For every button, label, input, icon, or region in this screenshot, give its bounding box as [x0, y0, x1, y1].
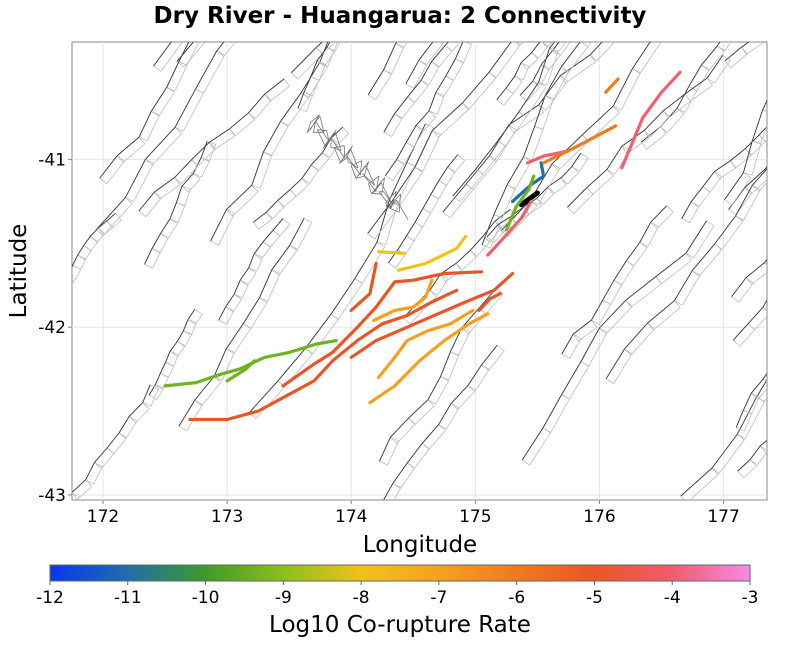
- fault-trace: [376, 308, 475, 380]
- fault-trace: [604, 77, 620, 94]
- y-axis-label: Latitude: [6, 224, 32, 319]
- x-tick-label: 177: [707, 507, 739, 527]
- colorbar-tick-label: -9: [275, 588, 292, 608]
- x-axis-ticks: 172 173 174 175 176 177: [87, 500, 740, 527]
- fault-trace: [372, 278, 434, 323]
- fault-trace: [504, 174, 536, 232]
- y-tick-label: -41: [38, 150, 66, 170]
- x-tick-label: 172: [87, 507, 119, 527]
- fault-trace: [225, 359, 256, 383]
- x-tick-label: 175: [459, 507, 491, 527]
- fault-trace: [518, 190, 540, 208]
- y-tick-label: -43: [38, 486, 66, 506]
- x-tick-label: 173: [211, 507, 243, 527]
- fault-trace: [281, 270, 484, 388]
- colorbar-tick-label: -11: [114, 588, 142, 608]
- x-axis-label: Longitude: [363, 532, 477, 558]
- chart-title: Dry River - Huangarua: 2 Connectivity: [154, 3, 647, 29]
- fault-trace: [376, 250, 407, 255]
- colorbar: [49, 564, 751, 582]
- fault-trace: [510, 161, 546, 203]
- plot-area: [71, 41, 768, 501]
- colorbar-tick-label: -5: [586, 588, 603, 608]
- colorbar-tick-label: -3: [742, 588, 759, 608]
- fault-trace: [486, 199, 533, 257]
- background-faults: [72, 42, 767, 500]
- fault-trace: [477, 292, 502, 312]
- fault-trace: [368, 312, 490, 405]
- gridlines: [72, 42, 767, 500]
- colorbar-tick-label: -10: [192, 588, 220, 608]
- y-axis-ticks: -41 -42 -43: [38, 150, 72, 506]
- colorbar-tick-label: -6: [508, 588, 525, 608]
- fault-trace: [188, 288, 459, 422]
- colorbar-tick-label: -8: [353, 588, 370, 608]
- fault-trace: [620, 70, 682, 170]
- colorbar-tick-label: -7: [430, 588, 447, 608]
- fault-trace: [349, 261, 378, 312]
- colorbar-label: Log10 Co-rupture Rate: [269, 612, 531, 638]
- colorbar-ticks: -12 -11 -10 -9 -8 -7 -6 -5 -4 -3: [36, 581, 758, 608]
- x-tick-label: 176: [583, 507, 615, 527]
- fault-trace: [396, 235, 467, 272]
- y-tick-label: -42: [38, 318, 66, 338]
- highlighted-faults: [163, 70, 682, 422]
- colorbar-tick-label: -4: [664, 588, 681, 608]
- fault-trace: [349, 271, 515, 359]
- x-tick-label: 174: [335, 507, 367, 527]
- fault-trace: [541, 124, 618, 165]
- fault-trace: [525, 149, 571, 165]
- colorbar-tick-label: -12: [36, 588, 64, 608]
